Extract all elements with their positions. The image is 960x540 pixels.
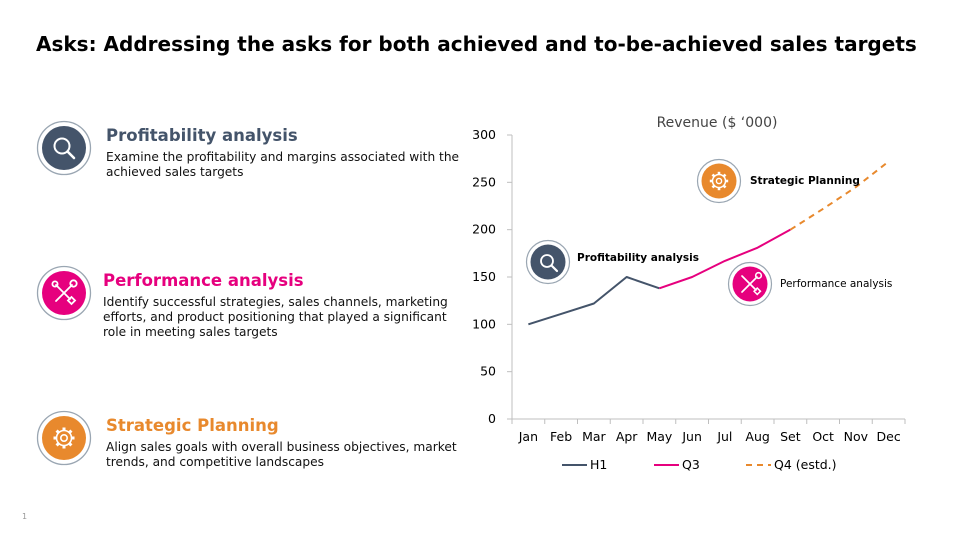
profitability-heading: Profitability analysis — [106, 126, 298, 145]
x-tick-label: Jan — [518, 429, 538, 444]
y-tick-label: 100 — [472, 316, 496, 331]
annotation-badge — [530, 244, 566, 280]
y-tick-label: 50 — [480, 364, 496, 379]
chart-legend: H1 Q3 Q4 (estd.) — [562, 457, 837, 472]
x-tick-label: Feb — [550, 429, 572, 444]
x-tick-label: May — [646, 429, 672, 444]
series-line-2 — [789, 160, 890, 231]
strategic-description: Align sales goals with overall business … — [106, 440, 457, 469]
tools-icon — [36, 265, 92, 321]
annotation-badge — [701, 163, 737, 199]
y-tick-label: 250 — [472, 174, 496, 189]
x-tick-label: Mar — [582, 429, 606, 444]
chart-annotations: Profitability analysis Strategic Planning… — [525, 158, 892, 307]
strategic-heading: Strategic Planning — [106, 416, 279, 435]
legend-label-2: Q4 (estd.) — [774, 457, 837, 472]
gear-tooth — [722, 173, 727, 178]
screwdriver-handle — [753, 287, 762, 296]
legend-label-1: Q3 — [682, 457, 700, 472]
annotation-0: Profitability analysis — [525, 239, 699, 285]
screwdriver-shaft — [741, 275, 757, 291]
series-line-0 — [528, 276, 660, 326]
magnifier-icon — [36, 120, 92, 176]
y-tick-label: 0 — [488, 411, 496, 426]
annotation-1: Strategic Planning — [696, 158, 860, 204]
series-line-1 — [659, 228, 791, 290]
gear-tooth — [711, 184, 716, 189]
performance-heading: Performance analysis — [103, 271, 304, 290]
x-tick-label: Dec — [877, 429, 901, 444]
x-tick-label: Set — [780, 429, 801, 444]
annotation-label: Performance analysis — [780, 278, 892, 290]
y-tick-label: 200 — [472, 222, 496, 237]
profitability-description: Examine the profitability and margins as… — [106, 150, 460, 179]
annotation-2: Performance analysis — [727, 261, 892, 307]
annotation-label: Profitability analysis — [577, 252, 699, 264]
x-tick-label: Aug — [745, 429, 769, 444]
slide-number: 1 — [22, 512, 28, 521]
chart-axes: 0 50 100 150 200 250 300 Jan Feb Mar Apr May Jun Jul A… — [472, 127, 906, 444]
performance-description: Identify successful strategies, sales ch… — [103, 295, 448, 339]
magnifier-icon — [540, 254, 554, 268]
gear-hub — [715, 177, 723, 185]
wrench-head — [754, 271, 763, 280]
x-tick-label: Apr — [616, 429, 638, 444]
y-tick-label: 150 — [472, 269, 496, 284]
y-tick-label: 300 — [472, 127, 496, 142]
gear-tooth — [711, 173, 716, 178]
x-tick-label: Oct — [812, 429, 834, 444]
gear-icon — [36, 410, 92, 466]
x-tick-label: Nov — [844, 429, 869, 444]
page-title: Asks: Addressing the asks for both achie… — [36, 32, 917, 56]
gear-tooth — [722, 184, 727, 189]
magnifier-handle — [550, 264, 559, 273]
x-tick-label: Jun — [681, 429, 702, 444]
legend-label-0: H1 — [590, 457, 607, 472]
chart-title: Revenue ($ ‘000) — [657, 115, 778, 131]
x-tick-label: Jul — [716, 429, 732, 444]
annotation-label: Strategic Planning — [750, 175, 860, 187]
chart-series — [528, 160, 890, 326]
